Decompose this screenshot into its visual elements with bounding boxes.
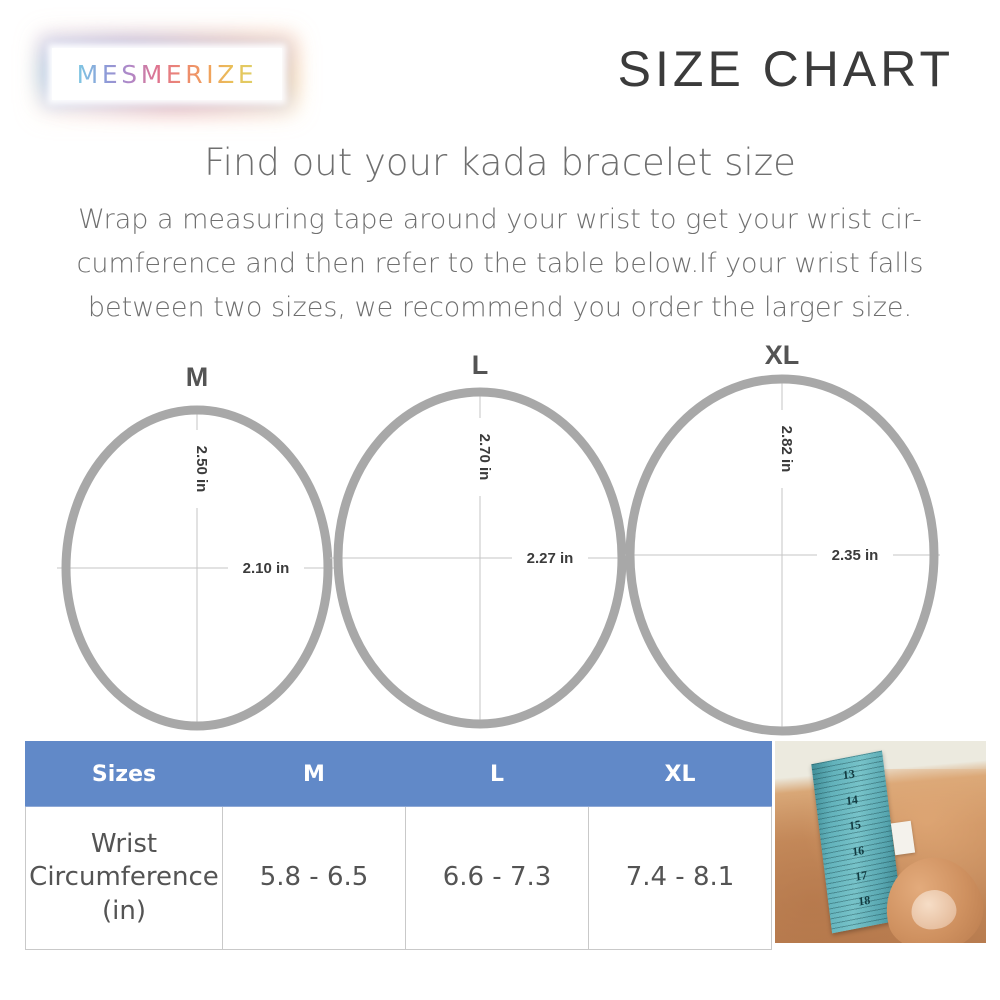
oval-label-xl: XL xyxy=(764,340,800,370)
oval-shape-m xyxy=(61,405,333,731)
table-header-xl: XL xyxy=(588,741,772,807)
row-label-line-2: Circumference xyxy=(29,862,219,893)
table-header-row: Sizes M L XL xyxy=(25,741,772,807)
row-label-line-3: (in) xyxy=(102,895,146,926)
oval-m-height-label: 2.50 in xyxy=(193,446,210,493)
brand-logo-text: MESMERIZE xyxy=(76,59,258,89)
cell-wrist-circumference-l: 6.6 - 7.3 xyxy=(405,806,589,950)
row-label-line-1: Wrist xyxy=(90,829,158,860)
size-table: Sizes M L XL Wrist Circumference (in) 5.… xyxy=(25,741,772,950)
page-title: SIZE CHART xyxy=(617,41,954,97)
intro-heading: Find out your kada bracelet size xyxy=(204,141,796,184)
oval-shape-l xyxy=(333,387,627,729)
tape-number-17: 17 xyxy=(854,868,868,884)
table-header-l: L xyxy=(405,741,589,807)
fingernail xyxy=(908,886,959,932)
oval-diagram-svg: 2.50 in 2.10 in 2.70 in 2.27 in 2.82 in … xyxy=(57,374,940,736)
oval-label-m: M xyxy=(185,362,209,392)
oval-xl-height-label: 2.82 in xyxy=(778,426,795,473)
intro-line-3: between two sizes, we recommend you orde… xyxy=(87,291,913,323)
oval-diagrams: M L XL 2.50 in 2.10 in 2.70 in 2.27 in xyxy=(0,340,1000,740)
table-header-sizes: Sizes xyxy=(25,741,223,807)
oval-group-l: 2.70 in 2.27 in xyxy=(330,387,634,729)
table-row: Wrist Circumference (in) 5.8 - 6.5 6.6 -… xyxy=(25,806,772,950)
oval-shape-xl xyxy=(625,374,939,736)
tape-number-16: 16 xyxy=(851,842,865,859)
oval-group-xl: 2.82 in 2.35 in xyxy=(625,374,940,736)
intro-line-1: Wrap a measuring tape around your wrist … xyxy=(78,204,922,236)
intro-block: Find out your kada bracelet size Wrap a … xyxy=(0,140,1000,329)
wrist-measuring-photo: 13 14 15 16 17 18 xyxy=(775,741,986,943)
oval-m-width-label: 2.10 in xyxy=(243,560,290,577)
oval-l-height-label: 2.70 in xyxy=(476,434,493,481)
cell-wrist-circumference-m: 5.8 - 6.5 xyxy=(222,806,406,950)
oval-group-m: 2.50 in 2.10 in xyxy=(57,405,337,731)
intro-line-2: cumference and then refer to the table b… xyxy=(76,247,924,279)
table-header-m: M xyxy=(222,741,406,807)
cell-wrist-circumference-xl: 7.4 - 8.1 xyxy=(588,806,772,950)
tape-number-13: 13 xyxy=(842,766,856,783)
tape-number-18: 18 xyxy=(858,893,872,910)
oval-xl-width-label: 2.35 in xyxy=(832,547,879,564)
oval-label-l: L xyxy=(471,350,489,380)
tape-number-15: 15 xyxy=(848,817,862,834)
oval-l-width-label: 2.27 in xyxy=(527,550,574,567)
intro-body: Wrap a measuring tape around your wrist … xyxy=(44,198,956,329)
tape-number-14: 14 xyxy=(845,792,859,808)
row-label-wrist-circumference: Wrist Circumference (in) xyxy=(25,806,223,950)
brand-logo: MESMERIZE xyxy=(52,48,282,100)
